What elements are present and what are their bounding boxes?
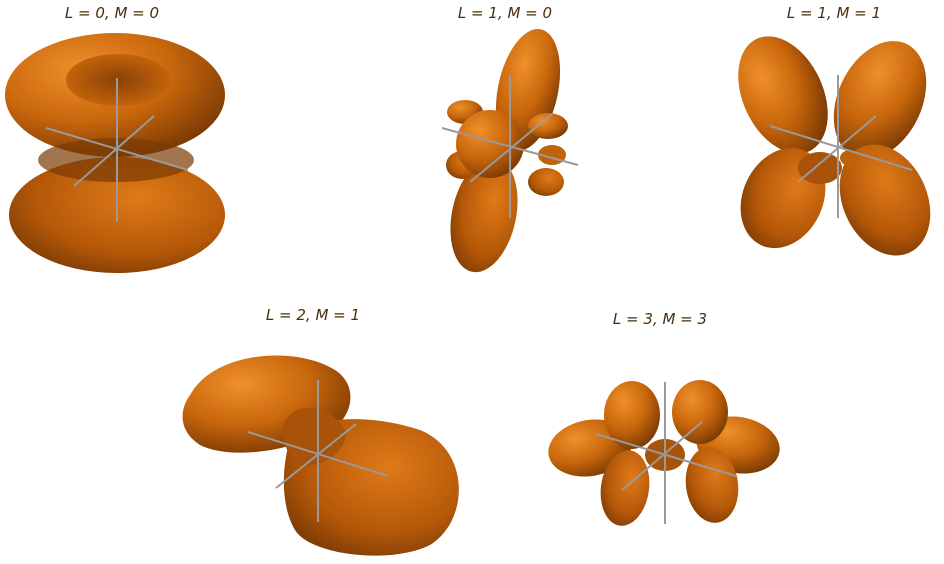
surface-l2-m1 <box>182 355 459 556</box>
panel-title-l1-m0: L = 1, M = 0 <box>457 4 553 22</box>
axes-l3-m3 <box>595 382 737 524</box>
panel-title-l3-m3: L = 3, M = 3 <box>612 310 708 328</box>
axes-l1-m1 <box>769 75 913 218</box>
panel-title-l0-m0: L = 0, M = 0 <box>64 4 160 22</box>
axes-l1-m0 <box>441 76 579 218</box>
panel-title-l2-m1: L = 2, M = 1 <box>265 306 361 324</box>
surface-l1-m1 <box>738 36 931 256</box>
surface-l3-m3 <box>548 380 780 526</box>
axes-l0-m0 <box>45 78 189 222</box>
axes-l2-m1 <box>247 380 389 522</box>
surface-l1-m0 <box>446 29 568 273</box>
surface-l0-m0 <box>5 33 225 273</box>
panel-title-l1-m1: L = 1, M = 1 <box>786 4 882 22</box>
